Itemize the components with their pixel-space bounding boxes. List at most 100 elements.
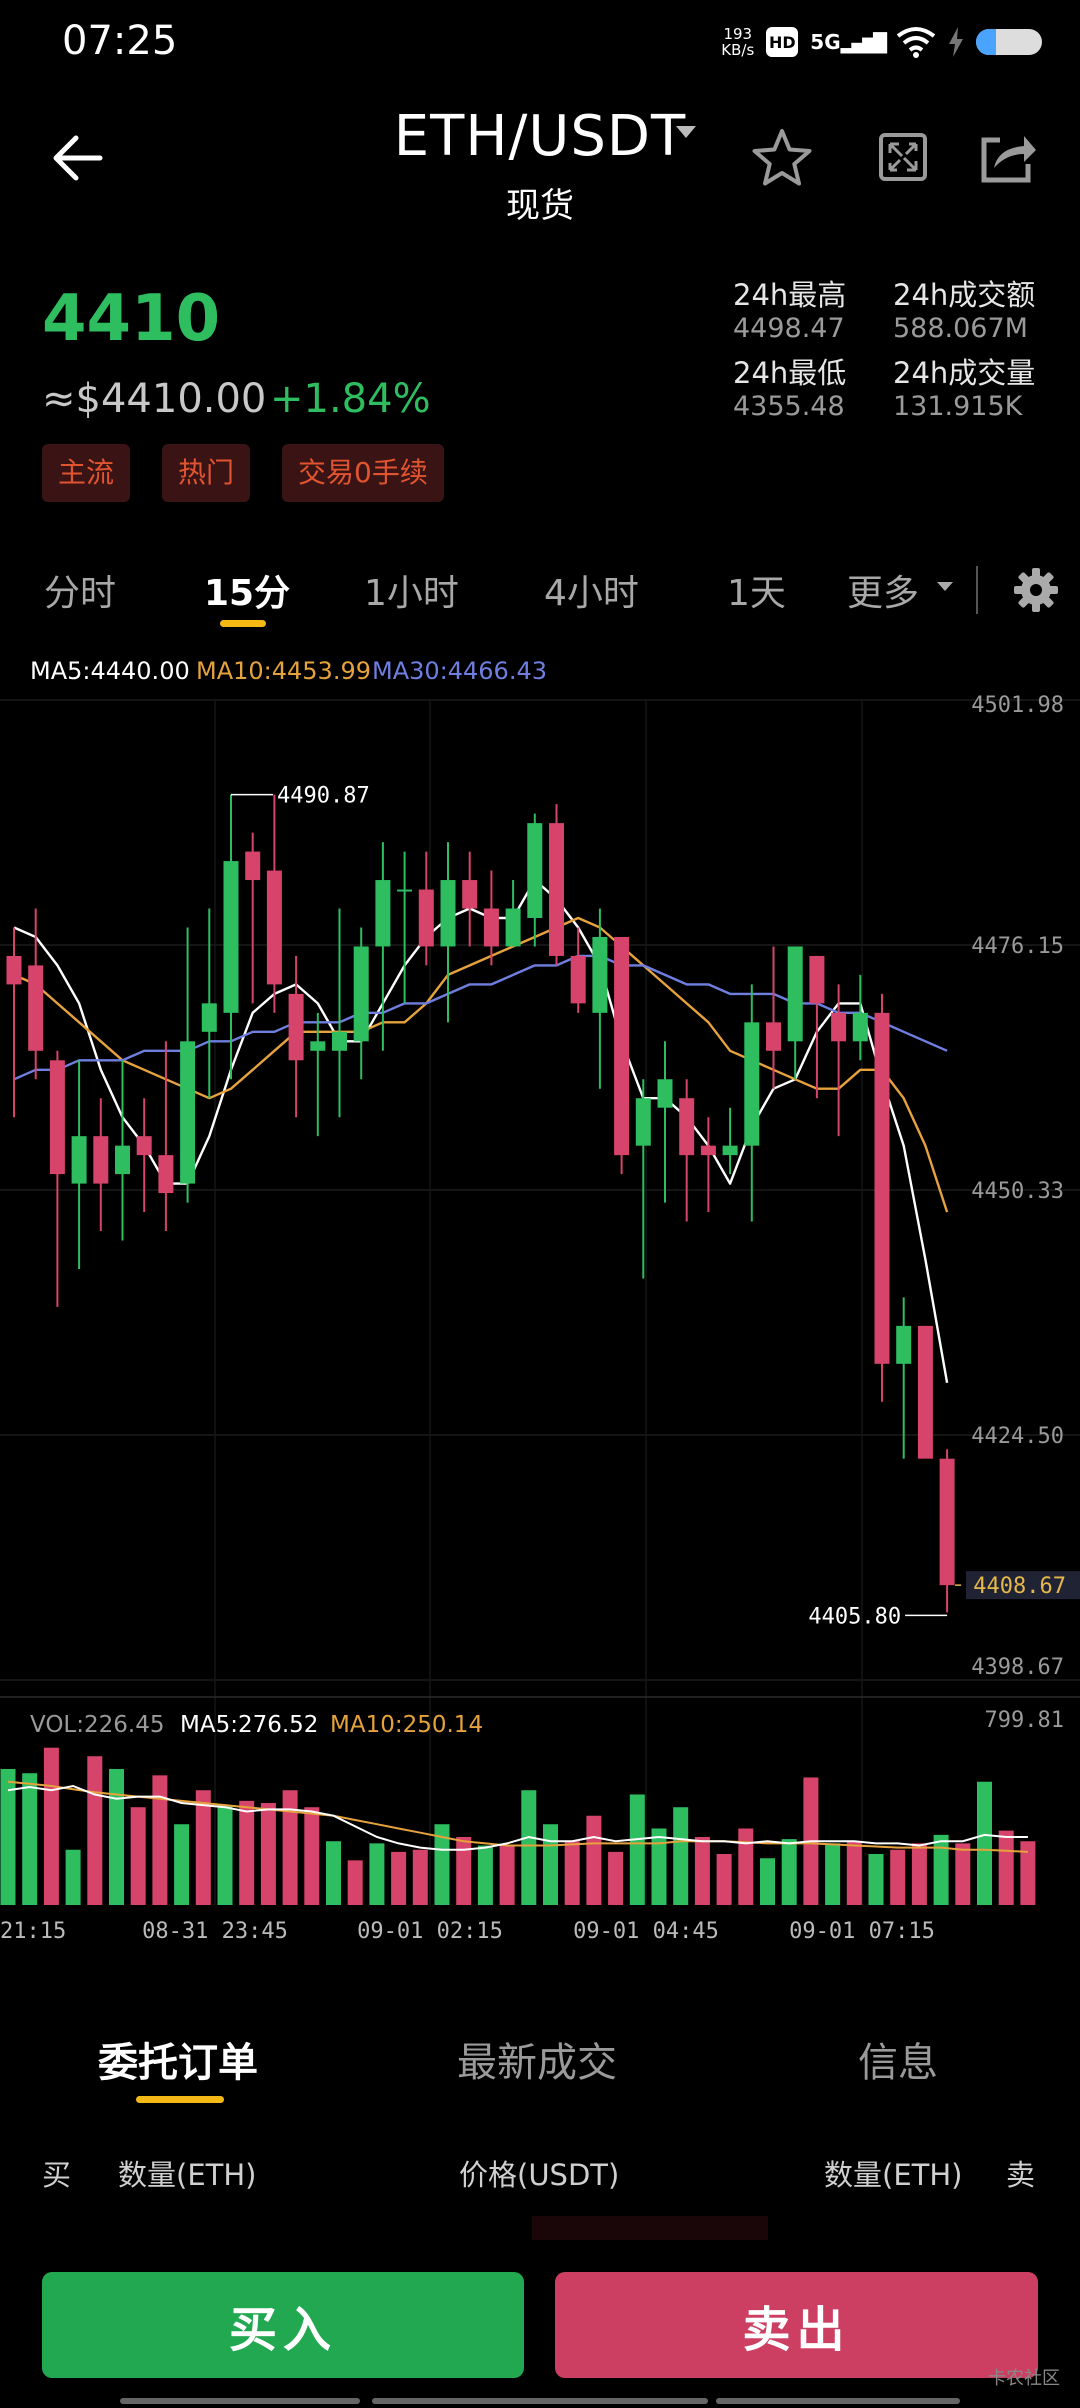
watermark: 卡农社区 xyxy=(988,2368,1060,2389)
candle-body xyxy=(288,993,304,1061)
candle-body xyxy=(266,870,282,985)
volume-bar xyxy=(911,1843,927,1905)
header-buy-qty: 数量(ETH) xyxy=(118,2158,257,2192)
ma5-legend: MA5:4440.00 xyxy=(30,657,190,685)
home-indicator-center xyxy=(372,2398,708,2404)
ma-line-ma10 xyxy=(13,916,949,1213)
y-tick-label: 4501.98 xyxy=(971,693,1064,718)
volume-bar xyxy=(586,1815,602,1905)
ma30-legend: MA30:4466.43 xyxy=(372,657,547,685)
tab-more[interactable]: 更多 xyxy=(847,573,920,614)
candle-body xyxy=(787,946,803,1042)
candle-body xyxy=(700,1145,716,1156)
tag-mainstream[interactable]: 主流 xyxy=(42,444,131,502)
volume-bar xyxy=(543,1824,558,1905)
volume-bar xyxy=(825,1843,841,1905)
volume-bar xyxy=(434,1824,450,1905)
volume-bar xyxy=(174,1824,190,1905)
candles xyxy=(6,794,955,1613)
volume-bar xyxy=(22,1773,38,1905)
volume-bar xyxy=(521,1790,537,1905)
current-price-label: 4408.67 xyxy=(973,1574,1066,1599)
active-tab-indicator xyxy=(220,620,266,627)
tab-4h[interactable]: 4小时 xyxy=(544,573,639,614)
candle-body xyxy=(527,823,543,918)
candle-body xyxy=(570,955,586,1004)
candle-body xyxy=(483,908,499,947)
net-speed: 193 KB/s xyxy=(721,26,754,58)
pair-title[interactable]: ETH/USDT xyxy=(393,104,687,169)
tab-1d[interactable]: 1天 xyxy=(727,573,786,614)
low-value: 4355.48 xyxy=(733,391,845,422)
candle-body xyxy=(874,1012,890,1364)
candle-body xyxy=(332,1031,347,1051)
volume-ma10-label: MA10:250.14 xyxy=(330,1712,483,1738)
volume-bar xyxy=(564,1841,580,1905)
home-indicator-left xyxy=(120,2398,360,2404)
star-icon[interactable] xyxy=(750,126,814,190)
tag-zero-fee[interactable]: 交易0手续 xyxy=(282,444,444,502)
tab-timeline[interactable]: 分时 xyxy=(44,573,117,614)
tab-latest-trades[interactable]: 最新成交 xyxy=(457,2040,617,2086)
volume-bar xyxy=(260,1802,276,1905)
volume-bar xyxy=(977,1781,992,1905)
volume-bar xyxy=(890,1849,906,1905)
gear-icon[interactable] xyxy=(1012,566,1060,614)
volume-bar xyxy=(304,1807,320,1905)
y-tick-label: 4424.50 xyxy=(971,1424,1064,1449)
low-label: 24h最低 xyxy=(733,356,847,390)
home-indicator-right xyxy=(716,2398,960,2404)
sell-button[interactable]: 卖出 xyxy=(555,2272,1038,2378)
turnover-value: 588.067M xyxy=(893,313,1028,344)
tag-hot[interactable]: 热门 xyxy=(162,444,251,502)
expand-icon[interactable] xyxy=(878,132,928,182)
net-speed-value: 193 xyxy=(723,25,753,43)
kline-chart[interactable]: 4490.87 4405.80 4408.67 4501.98 4476.15 4450… xyxy=(0,680,1080,1940)
y-tick-label: 4450.33 xyxy=(971,1179,1064,1204)
volume-bar xyxy=(130,1807,146,1905)
status-time: 07:25 xyxy=(62,18,178,64)
hd-icon: HD xyxy=(766,27,799,57)
header-buy: 买 xyxy=(42,2158,72,2192)
volume-bar xyxy=(239,1800,255,1905)
volume-bar xyxy=(412,1849,428,1905)
pair-dropdown-caret-icon[interactable] xyxy=(676,126,696,138)
status-icons: 193 KB/s HD 5G▂▄▆█ xyxy=(721,20,1042,64)
chart-grid xyxy=(0,699,1080,1905)
candle-body xyxy=(245,851,261,881)
ma-lines xyxy=(13,878,949,1384)
x-axis-ticks: 21:15 08-31 23:45 09-01 02:15 09-01 04:45 09… xyxy=(0,1919,935,1940)
more-caret-icon[interactable] xyxy=(937,582,953,591)
tab-1h[interactable]: 1小时 xyxy=(364,573,459,614)
volume-bar xyxy=(1020,1841,1036,1905)
volume-label: 24h成交量 xyxy=(893,356,1036,390)
bottom-tab-indicator xyxy=(136,2096,224,2103)
candle-body xyxy=(353,946,369,1042)
candle-body xyxy=(939,1458,955,1586)
volume-label: VOL:226.45 xyxy=(30,1712,164,1738)
tab-orders[interactable]: 委托订单 xyxy=(98,2040,258,2086)
candle-body xyxy=(310,1041,326,1051)
buy-button[interactable]: 买入 xyxy=(42,2272,524,2378)
tab-info[interactable]: 信息 xyxy=(858,2040,938,2086)
volume-bar xyxy=(673,1807,689,1905)
ma-line-ma30 xyxy=(13,954,948,1081)
candle-body xyxy=(635,1098,651,1146)
candle-body xyxy=(852,1012,868,1042)
current-price-tag xyxy=(966,1571,1080,1600)
volume-bar xyxy=(694,1836,710,1905)
candle-body xyxy=(831,1012,847,1042)
tab-15m[interactable]: 15分 xyxy=(204,573,291,614)
volume-bar xyxy=(347,1860,363,1905)
charging-icon xyxy=(949,27,963,57)
volume-bar xyxy=(868,1853,884,1905)
share-icon[interactable] xyxy=(980,130,1038,184)
x-tick-label: 08-31 23:45 xyxy=(142,1919,288,1940)
candle-body xyxy=(722,1145,738,1156)
x-tick-label: 09-01 04:45 xyxy=(573,1919,719,1940)
signal-icon: 5G▂▄▆█ xyxy=(810,30,887,54)
volume-bar xyxy=(477,1845,493,1905)
back-arrow-icon[interactable] xyxy=(48,128,108,188)
volume-bar xyxy=(955,1843,971,1905)
candle-body xyxy=(809,955,825,1004)
